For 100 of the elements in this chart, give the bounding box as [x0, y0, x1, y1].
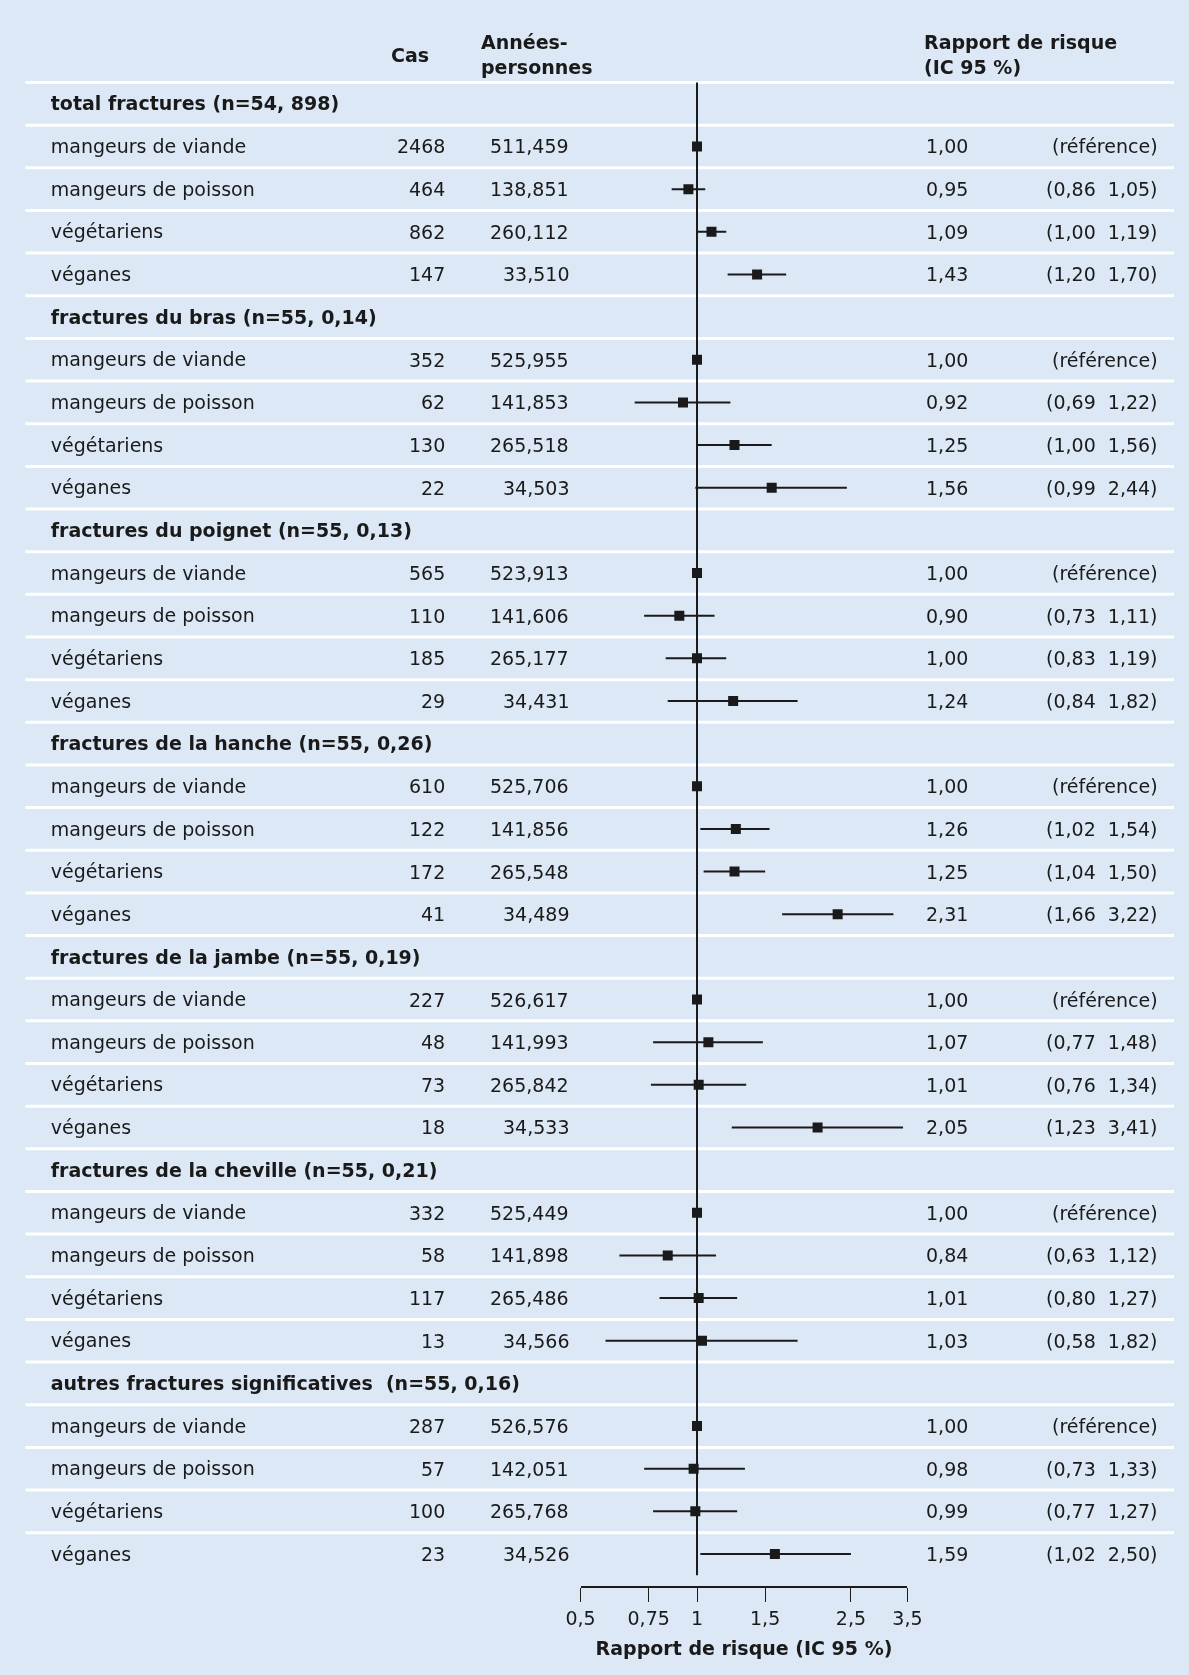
text: 525,449: [490, 1202, 569, 1224]
text: 110: [409, 605, 446, 627]
text: 185: [409, 647, 446, 669]
text: Cas: [391, 44, 430, 66]
y-tick-label: mangeurs de viande: [50, 135, 247, 158]
text: 34,489: [503, 903, 570, 925]
data-label: 2,31: [926, 903, 969, 925]
text: 34,566: [503, 1330, 570, 1352]
text: (0,77 1,27): [1046, 1500, 1158, 1522]
text: 287: [409, 1415, 446, 1437]
text: 523,913: [490, 562, 569, 584]
text: 34,526: [503, 1543, 570, 1565]
text: (0,73 1,11): [1046, 605, 1158, 627]
y-tick-label: végétariens: [50, 1073, 164, 1096]
data-label: 1,00: [926, 647, 969, 669]
text: (0,86 1,05): [1046, 178, 1158, 200]
text: 48: [421, 1031, 446, 1053]
text: (0,83 1,19): [1046, 647, 1158, 669]
y-tick-label: mangeurs de viande: [50, 1201, 247, 1224]
text: (1,20 1,70): [1046, 263, 1158, 285]
text: (0,63 1,12): [1046, 1244, 1158, 1266]
data-label: 1,59: [926, 1543, 969, 1565]
text: 100: [409, 1500, 446, 1522]
text: 511,459: [490, 135, 569, 157]
text: 525,955: [490, 349, 569, 371]
y-tick-label: mangeurs de poisson: [50, 1030, 255, 1053]
text: (1,66 3,22): [1046, 903, 1158, 925]
y-tick-label: total fractures (n=54, 898): [50, 92, 340, 115]
data-label: 1,00: [926, 1415, 969, 1437]
text: 2468: [397, 135, 446, 157]
y-tick-label: véganes: [50, 1116, 132, 1139]
text: (référence): [1052, 562, 1158, 584]
x-tick-label: 3,5: [892, 1606, 923, 1629]
text: (0,76 1,34): [1046, 1074, 1158, 1096]
text: (0,69 1,22): [1046, 391, 1158, 413]
text: 41: [421, 903, 446, 925]
text: 265,177: [490, 647, 569, 669]
text: 265,486: [490, 1287, 569, 1309]
text: (référence): [1052, 349, 1158, 371]
text: 265,548: [490, 861, 569, 883]
y-tick-label: fractures de la cheville (n=55, 0,21): [50, 1158, 438, 1181]
y-tick-label: mangeurs de poisson: [50, 604, 255, 627]
text: 34,431: [503, 690, 570, 712]
data-label: 1,00: [926, 562, 969, 584]
text: 130: [409, 434, 446, 456]
text: 117: [409, 1287, 446, 1309]
data-label: 2,05: [926, 1116, 969, 1138]
data-label: 1,03: [926, 1330, 969, 1352]
y-tick-label: végétariens: [50, 220, 164, 243]
x-tick-label: 1,5: [750, 1606, 781, 1629]
text: (1,02 2,50): [1046, 1543, 1158, 1565]
text: (1,00 1,19): [1046, 221, 1158, 243]
text: Années- personnes: [481, 31, 593, 78]
text: Rapport de risque (IC 95 %): [924, 31, 1118, 78]
text: 260,112: [490, 221, 569, 243]
y-tick-label: véganes: [50, 902, 132, 925]
text: 862: [409, 221, 446, 243]
data-label: 0,90: [926, 605, 969, 627]
data-label: 1,00: [926, 349, 969, 371]
data-label: 1,56: [926, 477, 969, 499]
y-tick-label: mangeurs de poisson: [50, 817, 255, 840]
text: (1,02 1,54): [1046, 818, 1158, 840]
text: (0,73 1,33): [1046, 1458, 1158, 1480]
y-tick-label: véganes: [50, 476, 132, 499]
y-tick-label: végétariens: [50, 1286, 164, 1309]
data-label: 1,00: [926, 775, 969, 797]
x-tick-label: 0,75: [627, 1606, 670, 1629]
text: 33,510: [503, 263, 570, 285]
text: 142,051: [490, 1458, 569, 1480]
text: 141,993: [490, 1031, 569, 1053]
text: 141,853: [490, 391, 569, 413]
x-axis-title: Rapport de risque (IC 95 %): [595, 1636, 893, 1659]
y-tick-label: mangeurs de poisson: [50, 1244, 255, 1267]
data-label: 1,00: [926, 989, 969, 1011]
text: (référence): [1052, 1415, 1158, 1437]
text: (référence): [1052, 989, 1158, 1011]
text: (référence): [1052, 135, 1158, 157]
data-label: 1,00: [926, 135, 969, 157]
y-tick-label: végétariens: [50, 860, 164, 883]
text: 13: [421, 1330, 446, 1352]
y-tick-label: fractures de la jambe (n=55, 0,19): [50, 945, 421, 968]
y-tick-label: végétariens: [50, 433, 164, 456]
text: 332: [409, 1202, 446, 1224]
text: 122: [409, 818, 446, 840]
text: (0,99 2,44): [1046, 477, 1158, 499]
text: 34,503: [503, 477, 570, 499]
text: 29: [421, 690, 446, 712]
text: 23: [421, 1543, 446, 1565]
text: 138,851: [490, 178, 569, 200]
text: (0,84 1,82): [1046, 690, 1158, 712]
text: 526,617: [490, 989, 569, 1011]
y-tick-label: véganes: [50, 1329, 132, 1352]
y-tick-label: véganes: [50, 689, 132, 712]
data-label: 1,01: [926, 1074, 969, 1096]
data-label: 1,01: [926, 1287, 969, 1309]
data-label: 1,07: [926, 1031, 969, 1053]
y-tick-label: mangeurs de poisson: [50, 177, 255, 200]
data-label: 1,25: [926, 434, 969, 456]
text: (référence): [1052, 1202, 1158, 1224]
data-label: 1,26: [926, 818, 969, 840]
